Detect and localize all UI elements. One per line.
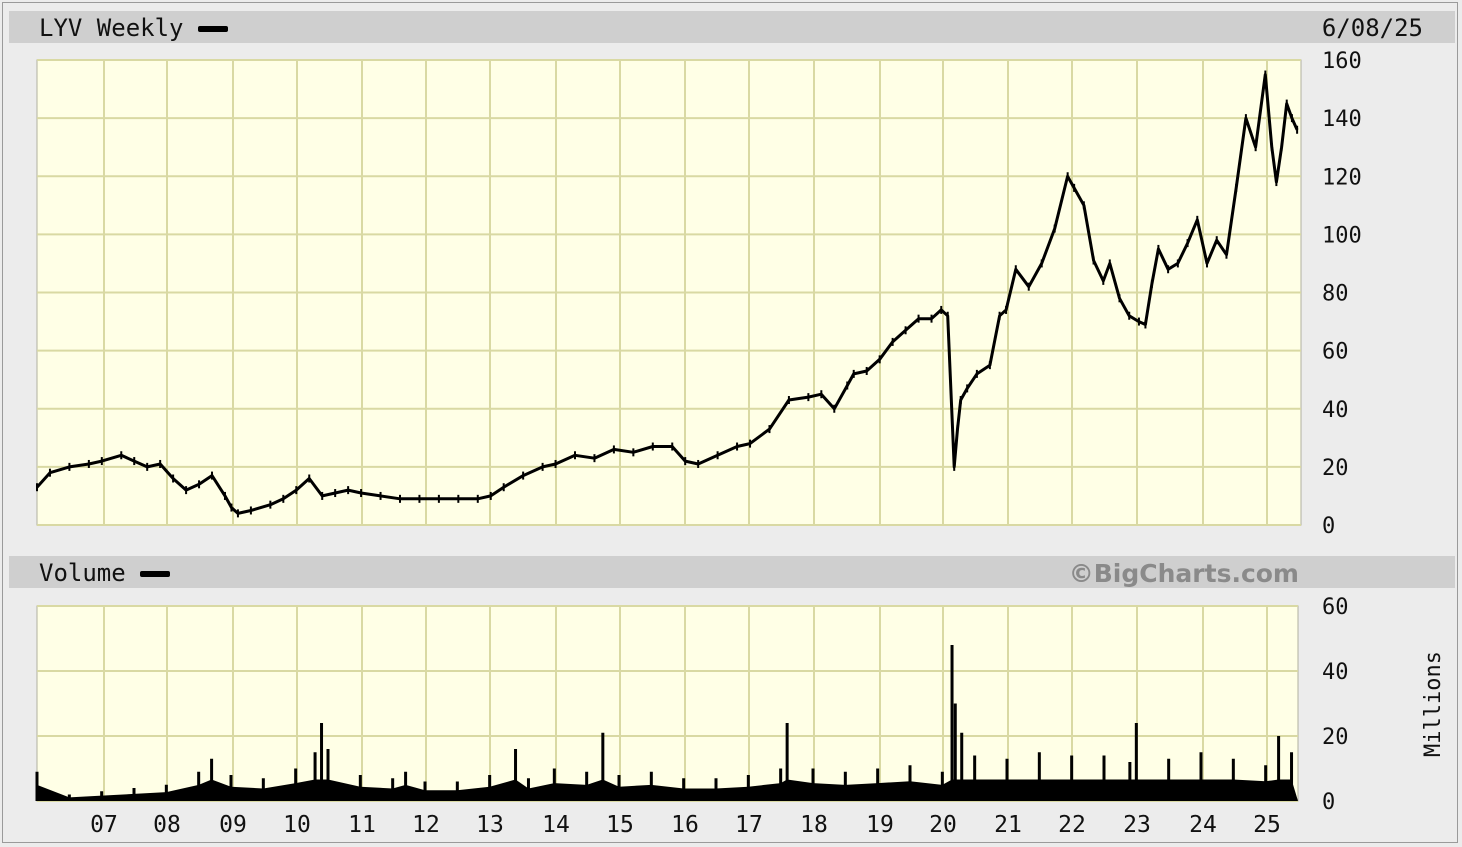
x-tick-label: 16 (671, 812, 699, 838)
x-tick-label: 23 (1123, 812, 1151, 838)
volume-legend-swatch (139, 571, 170, 577)
y-tick-label: 40 (1322, 398, 1349, 423)
volume-bar (950, 645, 954, 801)
volume-bar (1290, 752, 1294, 801)
y-tick-label: 120 (1322, 165, 1362, 190)
y-tick-label: 0 (1322, 514, 1335, 539)
volume-bar (514, 749, 518, 801)
y-tick-label: 100 (1322, 223, 1362, 248)
volume-bar (1134, 723, 1138, 801)
x-tick-label: 21 (994, 812, 1022, 838)
y-tick-label: 60 (1322, 340, 1349, 365)
bigcharts-watermark: ©BigCharts.com (1068, 559, 1299, 588)
price-legend: LYV Weekly (39, 14, 228, 42)
chart-date: 6/08/25 (1321, 14, 1423, 42)
price-plot: 0 20 40 60 80 100 120 140 160 (35, 49, 1362, 539)
x-tick-label: 08 (153, 812, 181, 838)
x-tick-label: 09 (219, 812, 247, 838)
volume-bar (1277, 736, 1281, 801)
ticker-label: LYV Weekly (39, 14, 184, 42)
x-tick-label: 18 (800, 812, 828, 838)
x-tick-label: 17 (735, 812, 763, 838)
volume-bar (601, 732, 605, 801)
volume-bar (1070, 755, 1074, 801)
volume-bar (320, 723, 324, 801)
y-tick-label: 0 (1322, 790, 1335, 815)
x-tick-label: 22 (1058, 812, 1086, 838)
y-tick-label: 160 (1322, 49, 1362, 74)
y-tick-label: 80 (1322, 282, 1349, 307)
volume-bar (960, 732, 964, 801)
x-tick-label: 07 (90, 812, 118, 838)
x-tick-label: 15 (606, 812, 634, 838)
volume-unit-label: Millions (1421, 651, 1446, 757)
volume-label: Volume (39, 559, 126, 587)
volume-bar (953, 703, 957, 801)
x-tick-label: 11 (348, 812, 376, 838)
volume-legend: Volume (39, 559, 170, 587)
volume-bar (1199, 752, 1203, 801)
y-tick-label: 140 (1322, 107, 1362, 132)
x-tick-label: 13 (476, 812, 504, 838)
x-tick-label: 24 (1189, 812, 1217, 838)
y-tick-label: 40 (1322, 660, 1349, 685)
volume-plot: 0 20 40 60 07 08 09 10 11 12 13 14 15 16 17 18 19 20 21 22 2… (35, 595, 1446, 838)
volume-area (37, 779, 1298, 801)
x-tick-label: 19 (866, 812, 894, 838)
volume-bar (313, 752, 317, 801)
y-tick-label: 20 (1322, 725, 1349, 750)
price-legend-swatch (197, 26, 228, 32)
x-tick-label: 12 (412, 812, 440, 838)
volume-bar (1037, 752, 1041, 801)
price-header-band: LYV Weekly 6/08/25 (9, 11, 1455, 43)
y-tick-label: 20 (1322, 456, 1349, 481)
x-tick-label: 20 (929, 812, 957, 838)
volume-bar (326, 749, 330, 801)
volume-bar (973, 755, 977, 801)
volume-plot-area (36, 605, 1299, 802)
x-tick-label: 10 (283, 812, 311, 838)
x-tick-label: 25 (1253, 812, 1281, 838)
volume-bar (785, 723, 789, 801)
x-tick-label: 14 (542, 812, 570, 838)
volume-header-band: Volume ©BigCharts.com (9, 556, 1455, 588)
volume-bar (1102, 755, 1106, 801)
y-tick-label: 60 (1322, 595, 1349, 620)
